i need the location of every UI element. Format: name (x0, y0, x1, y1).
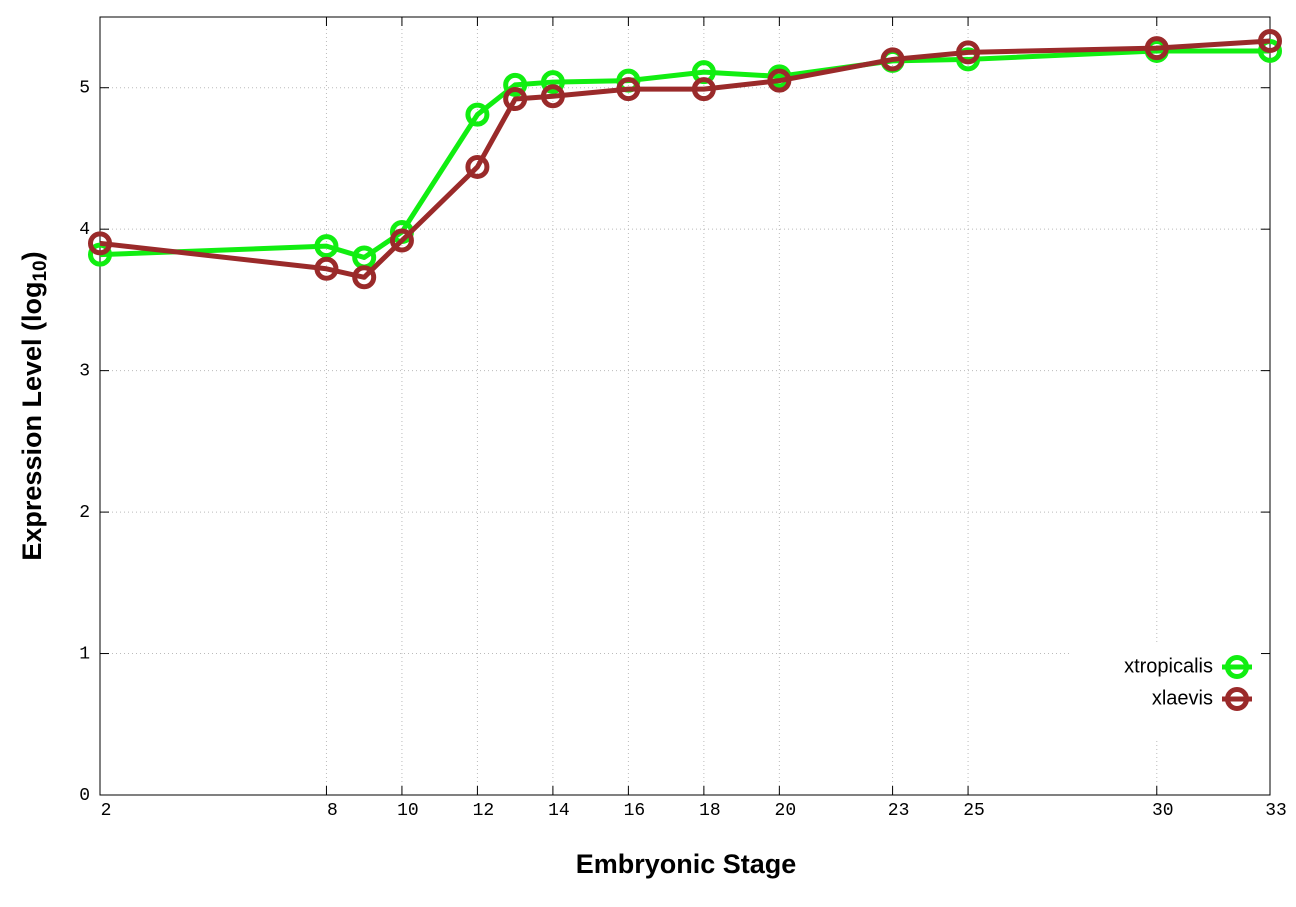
legend-swatch-marker (1225, 655, 1249, 679)
legend-label: xlaevis (1152, 687, 1213, 709)
point-marker (540, 84, 565, 109)
y-tick-label: 4 (79, 220, 90, 240)
point-marker (314, 234, 339, 259)
x-tick-label: 18 (699, 801, 721, 821)
point-marker (540, 70, 565, 95)
x-axis-label: Embryonic Stage (576, 849, 797, 879)
point-marker (503, 87, 528, 112)
legend-label: xtropicalis (1124, 655, 1213, 677)
plot-frame (99, 16, 1271, 796)
point-marker (1144, 36, 1169, 61)
x-tick-label: 30 (1152, 801, 1174, 821)
x-tick-label: 33 (1265, 801, 1287, 821)
x-tick-label: 25 (963, 801, 985, 821)
point-marker (691, 77, 716, 102)
point-marker (767, 68, 792, 93)
point-marker (465, 102, 490, 127)
point-marker (389, 228, 414, 253)
point-marker (956, 40, 981, 65)
x-tick-label: 12 (473, 801, 495, 821)
y-tick-label: 3 (79, 361, 90, 381)
x-tick-label: 16 (624, 801, 646, 821)
y-tick-label: 0 (79, 786, 90, 806)
x-tick-label: 23 (888, 801, 910, 821)
y-axis-label: Expression Level (log10) (17, 251, 51, 560)
point-marker (352, 265, 377, 290)
legend-swatch-marker (1225, 687, 1249, 711)
point-marker (503, 72, 528, 97)
y-tick-label: 2 (79, 503, 90, 523)
x-tick-label: 2 (101, 801, 112, 821)
x-tick-label: 20 (775, 801, 797, 821)
point-marker (88, 231, 112, 256)
x-tick-label: 14 (548, 801, 570, 821)
point-marker (465, 154, 490, 179)
x-tick-label: 8 (327, 801, 338, 821)
point-marker (1258, 29, 1282, 54)
y-tick-label: 1 (79, 644, 90, 664)
x-tick-label: 10 (397, 801, 419, 821)
y-axis-label-end: ) (17, 251, 47, 260)
point-marker (616, 77, 641, 102)
y-tick-label: 5 (79, 78, 90, 98)
y-axis-label-subscript: 10 (30, 260, 51, 281)
point-marker (314, 256, 339, 281)
y-axis-label-main: Expression Level (log (17, 282, 47, 561)
point-marker (880, 47, 905, 72)
